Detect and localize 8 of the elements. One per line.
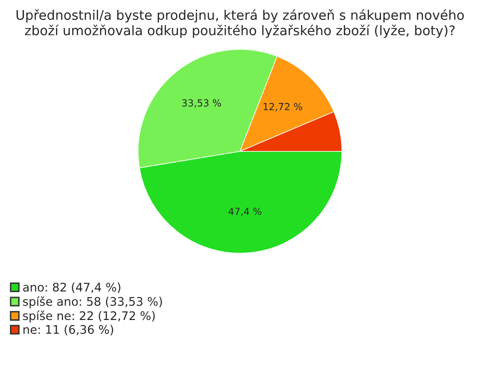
legend-label: spíše ne: 22 (12,72 %)	[23, 310, 155, 322]
legend-label: ano: 82 (47,4 %)	[23, 282, 120, 294]
legend-label: ne: 11 (6,36 %)	[24, 324, 114, 336]
data-label: 12,72 %	[264, 102, 302, 112]
data-label: 33,53 %	[182, 99, 222, 108]
chart-title: Upřednostnil/a byste prodejnu, která by zároveň s nákupem nového zboží umožňovala odkup použitého lyžařského zboží (lyže, boty)?	[16, 9, 464, 38]
legend-label: spíše ano: 58 (33,53 %)	[23, 296, 162, 308]
data-label: 47,4 %	[228, 208, 262, 216]
